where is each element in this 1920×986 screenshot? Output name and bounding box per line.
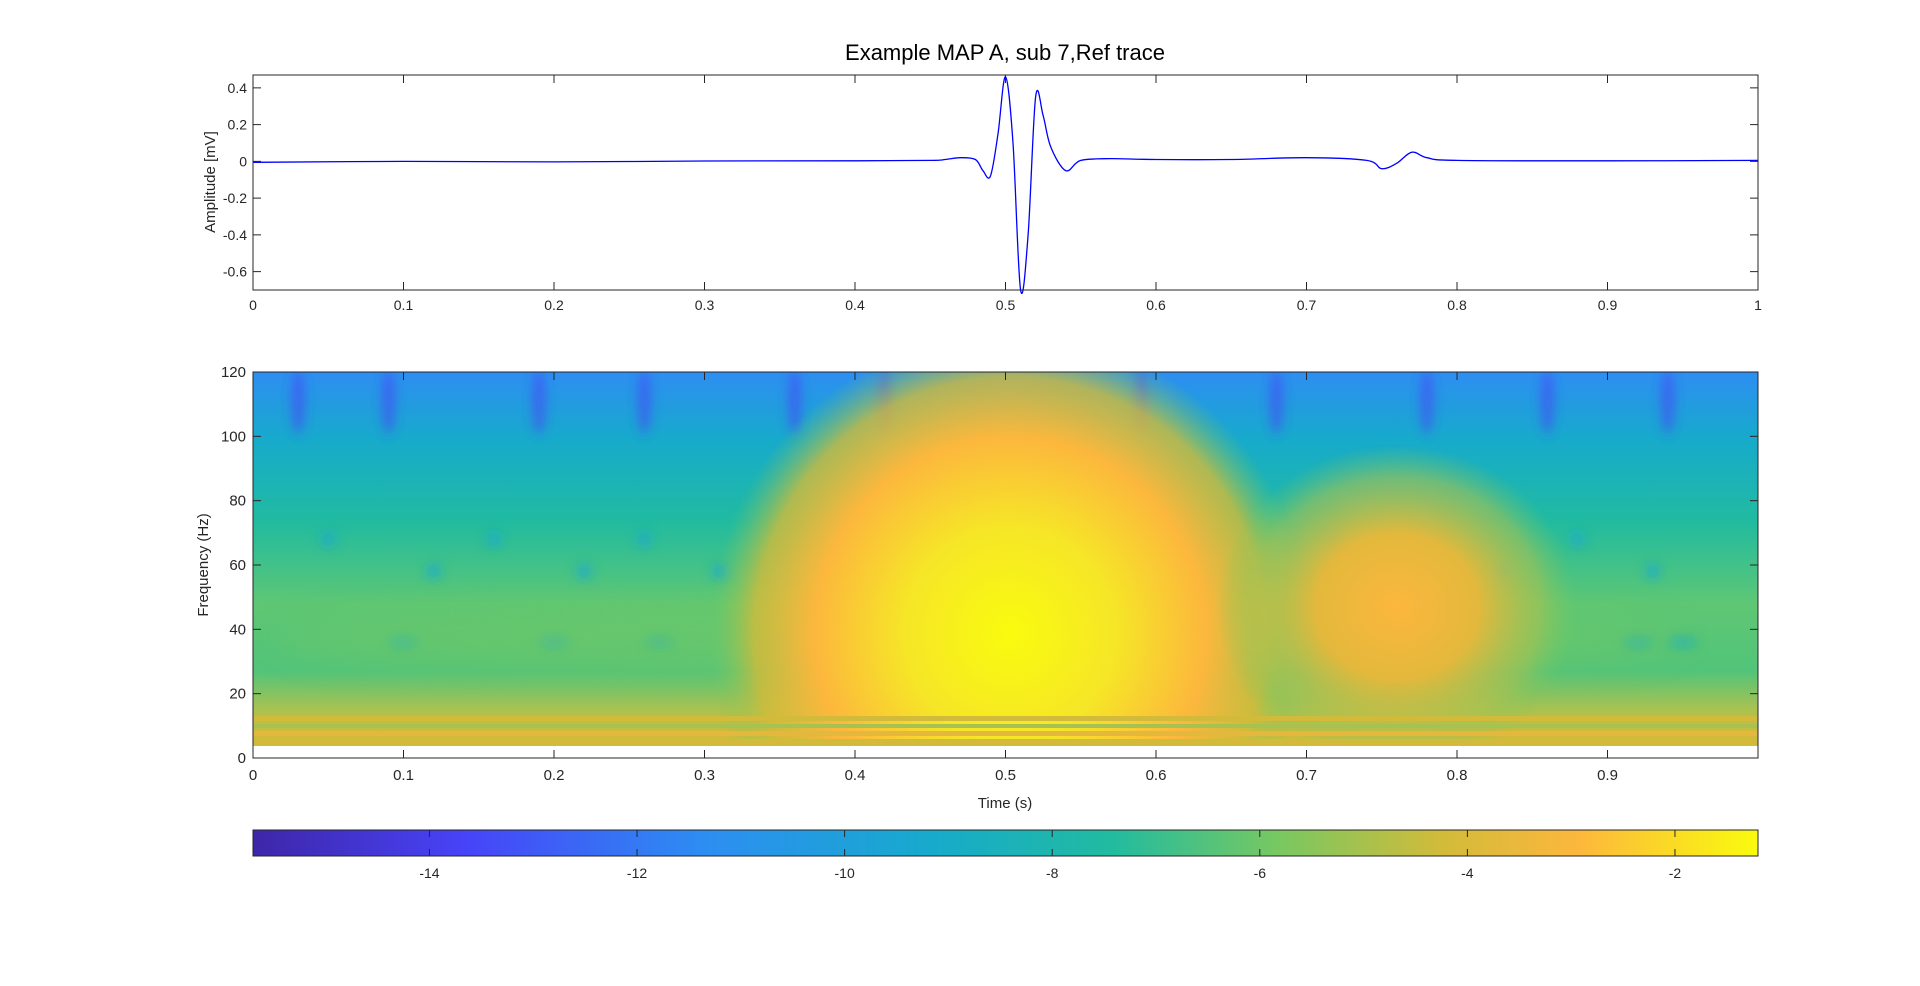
heatmap-x-tick-label: 0.4 — [845, 767, 866, 784]
heatmap-x-tick-label: 0.2 — [544, 767, 565, 784]
heatmap-y-tick-label: 100 — [221, 428, 246, 445]
scalogram-heatmap — [253, 372, 1758, 746]
trace-x-tick-label: 0.4 — [845, 297, 865, 313]
colorbar-tick-label: -14 — [419, 865, 439, 881]
trace-y-tick-label: -0.6 — [223, 264, 247, 280]
trace-x-tick-label: 0.9 — [1598, 297, 1618, 313]
heatmap-y-tick-label: 60 — [229, 557, 246, 574]
heatmap-y-tick-label: 40 — [229, 621, 246, 638]
colorbar-axis: -14 -12 -10 -8 -6 -4 -2 — [419, 830, 1681, 881]
heatmap-x-axis-label: Time (s) — [978, 795, 1032, 812]
heatmap-y-tick-label: 120 — [221, 364, 246, 381]
heatmap-x-tick-label: 0.7 — [1296, 767, 1317, 784]
colorbar-tick-label: -4 — [1461, 865, 1474, 881]
heatmap-x-tick-label: 0.3 — [694, 767, 715, 784]
heatmap-y-tick-label: 0 — [238, 750, 246, 767]
chart-title: Example MAP A, sub 7,Ref trace — [845, 40, 1165, 65]
trace-x-tick-label: 0.7 — [1297, 297, 1317, 313]
trace-x-tick-label: 0.8 — [1447, 297, 1467, 313]
trace-y-tick-label: -0.2 — [223, 190, 247, 206]
trace-x-tick-label: 0.1 — [394, 297, 414, 313]
trace-x-tick-label: 0.5 — [996, 297, 1016, 313]
heatmap-axes-box — [252, 371, 1759, 759]
trace-x-tick-label: 0.3 — [695, 297, 715, 313]
heatmap-axes: 0 0.1 0.2 0.3 0.4 0.5 0.6 0.7 0.8 0.9 120 100 80 60 40… — [221, 364, 1758, 784]
trace-axes-box — [252, 74, 1759, 291]
trace-x-tick-label: 0 — [249, 297, 257, 313]
heatmap-x-tick-label: 0.6 — [1146, 767, 1167, 784]
heatmap-y-tick-label: 20 — [229, 686, 246, 703]
colorbar — [252, 829, 1759, 857]
trace-x-tick-label: 0.2 — [544, 297, 564, 313]
heatmap-x-tick-label: 0.1 — [393, 767, 414, 784]
main-power-blob — [709, 372, 1311, 746]
trace-x-tick-label: 1 — [1754, 297, 1762, 313]
colorbar-tick-label: -8 — [1046, 865, 1059, 881]
colorbar-tick-label: -6 — [1254, 865, 1267, 881]
heatmap-x-tick-label: 0.8 — [1447, 767, 1468, 784]
heatmap-y-axis-label: Frequency (Hz) — [195, 513, 212, 616]
colorbar-tick-label: -12 — [627, 865, 647, 881]
reference-trace-line — [252, 76, 1759, 294]
trace-axes: 0 0.1 0.2 0.3 0.4 0.5 0.6 0.7 0.8 0.9 1 0.4 0.2 0 -0.2… — [223, 75, 1762, 313]
trace-y-tick-label: -0.4 — [223, 227, 247, 243]
heatmap-x-tick-label: 0.9 — [1597, 767, 1618, 784]
trace-y-tick-label: 0 — [239, 153, 247, 169]
colorbar-tick-label: -10 — [835, 865, 855, 881]
trace-y-tick-label: 0.2 — [228, 117, 248, 133]
trace-x-tick-label: 0.6 — [1146, 297, 1166, 313]
colorbar-tick-label: -2 — [1669, 865, 1682, 881]
trace-y-axis-label: Amplitude [mV] — [202, 131, 219, 233]
heatmap-x-tick-label: 0 — [249, 767, 257, 784]
secondary-power-blob — [1216, 444, 1578, 746]
heatmap-x-tick-label: 0.5 — [995, 767, 1016, 784]
heatmap-y-tick-label: 80 — [229, 493, 246, 510]
trace-y-tick-label: 0.4 — [228, 80, 248, 96]
